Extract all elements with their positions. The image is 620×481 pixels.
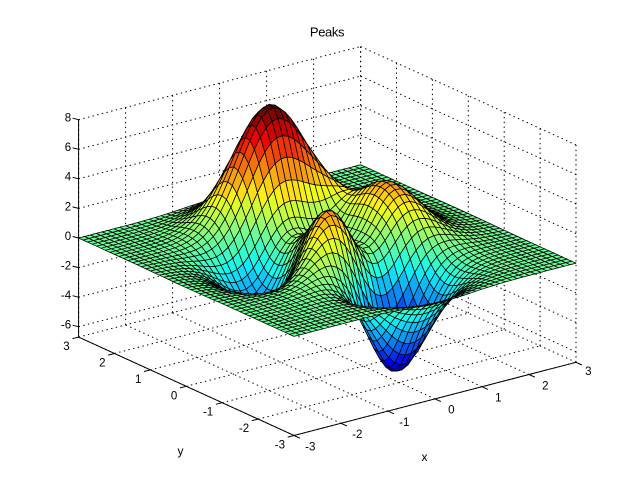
svg-text:-4: -4 — [61, 290, 72, 302]
svg-text:y: y — [178, 444, 184, 458]
svg-text:2: 2 — [542, 380, 548, 392]
svg-text:2: 2 — [65, 201, 71, 213]
svg-text:0: 0 — [65, 231, 71, 243]
svg-text:3: 3 — [585, 366, 591, 378]
svg-text:-2: -2 — [352, 429, 362, 441]
svg-text:-3: -3 — [275, 440, 285, 452]
svg-text:-2: -2 — [239, 423, 249, 435]
svg-text:Peaks: Peaks — [310, 25, 345, 40]
svg-text:-1: -1 — [203, 407, 213, 419]
svg-text:1: 1 — [135, 374, 141, 386]
svg-text:0: 0 — [448, 405, 454, 417]
svg-text:x: x — [422, 450, 428, 464]
svg-text:-6: -6 — [61, 320, 71, 332]
svg-text:6: 6 — [65, 142, 71, 154]
svg-text:-1: -1 — [399, 417, 409, 429]
svg-text:8: 8 — [65, 113, 71, 125]
svg-text:4: 4 — [65, 172, 72, 184]
svg-text:0: 0 — [171, 390, 177, 402]
svg-text:-3: -3 — [305, 441, 315, 453]
svg-text:3: 3 — [63, 341, 69, 353]
svg-text:-2: -2 — [61, 261, 71, 273]
svg-text:1: 1 — [495, 393, 501, 405]
svg-text:2: 2 — [99, 358, 105, 370]
